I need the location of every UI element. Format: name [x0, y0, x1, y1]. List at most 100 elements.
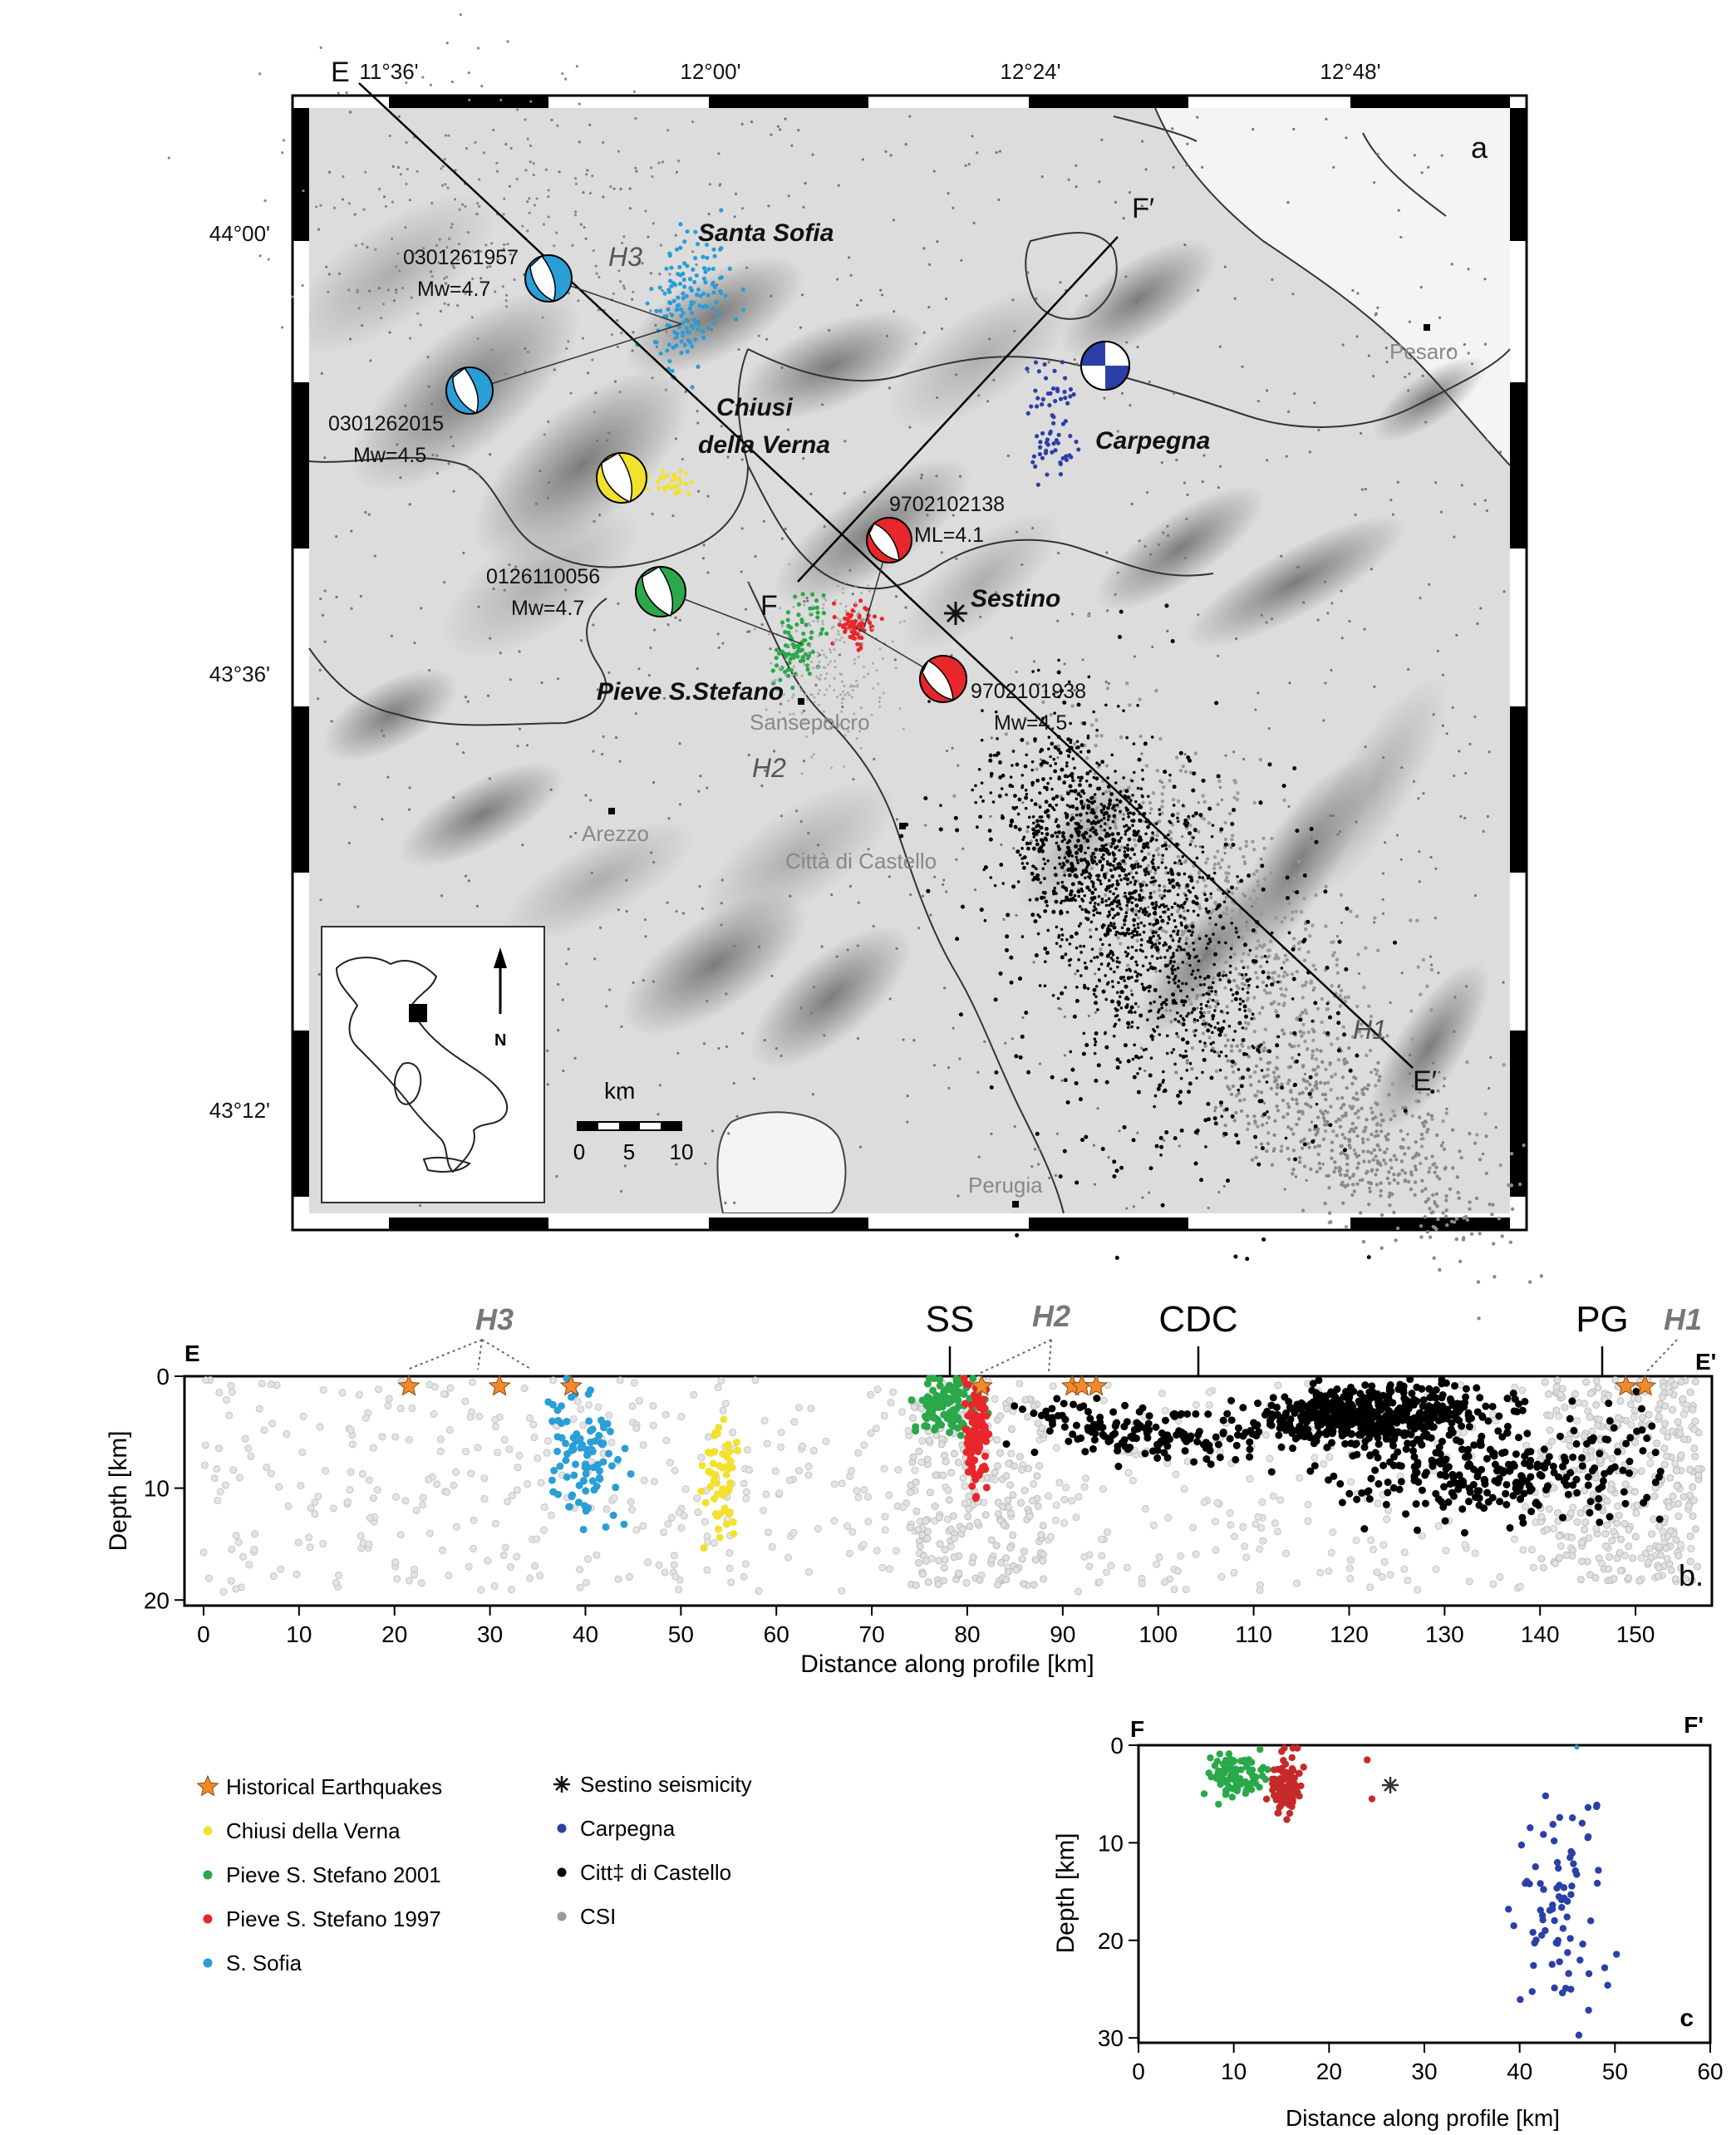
csi-event	[1196, 288, 1200, 292]
citta-di-castello-event	[1039, 845, 1044, 850]
citta-di-castello-event	[1101, 926, 1104, 929]
csi-event	[1196, 116, 1199, 119]
csi-event	[1120, 391, 1124, 395]
csi-event	[847, 730, 850, 733]
citta-di-castello-event	[1430, 1089, 1435, 1094]
csi-event	[1352, 1148, 1356, 1153]
citta-di-castello-event	[1092, 987, 1097, 992]
citta-di-castello-event	[1270, 931, 1274, 935]
csi-event	[1291, 877, 1296, 881]
csi-event	[316, 697, 320, 701]
citta-di-castello-event	[1153, 942, 1158, 946]
csi-event	[1339, 988, 1344, 993]
csi-event	[957, 764, 960, 767]
csi-event	[1419, 596, 1422, 600]
citta-di-castello-event	[1086, 736, 1090, 740]
csi-event	[872, 924, 875, 928]
chiusi-event	[662, 485, 668, 490]
chiusi-event	[671, 472, 676, 477]
csi-event	[1301, 1109, 1305, 1114]
citta-di-castello-event	[1164, 1002, 1168, 1006]
csi-event	[564, 77, 568, 81]
csi-event	[1311, 1049, 1315, 1053]
csi-event	[1030, 1164, 1034, 1168]
b-csi-event	[911, 1466, 919, 1474]
csi-event	[1403, 1171, 1408, 1175]
csi-event	[1316, 1006, 1320, 1011]
citta-di-castello-event	[1094, 888, 1097, 892]
b-csi-event	[480, 1495, 489, 1503]
citta-di-castello-event	[1244, 972, 1248, 976]
csi-event	[821, 619, 824, 622]
citta-di-castello-event	[1241, 1075, 1246, 1080]
csi-event	[842, 765, 845, 768]
citta-di-castello-event	[1158, 915, 1163, 919]
citta-di-castello-event	[1018, 853, 1022, 857]
citta-di-castello-event	[1152, 1027, 1155, 1031]
csi-event	[1295, 1122, 1299, 1127]
csi-event	[348, 111, 352, 114]
citta-di-castello-event	[1148, 939, 1153, 944]
csi-event	[1458, 750, 1461, 753]
csi-event	[1389, 1158, 1393, 1163]
citta-di-castello-event	[1115, 991, 1119, 995]
csi-event	[1384, 1138, 1389, 1142]
csi-event	[1359, 1211, 1363, 1215]
citta-di-castello-event	[1161, 1080, 1165, 1085]
csi-event	[1311, 923, 1315, 927]
csi-event	[862, 665, 865, 668]
carpegna-event	[1030, 460, 1035, 465]
citta-di-castello-event	[1073, 766, 1076, 770]
pieve-1997-event	[856, 622, 861, 628]
citta-di-castello-event	[1135, 963, 1139, 967]
csi-event	[1349, 909, 1353, 914]
santa-sofia-event	[681, 321, 686, 326]
csi-event	[823, 710, 826, 713]
csi-event	[547, 215, 550, 219]
csi-event	[1475, 1133, 1479, 1137]
citta-di-castello-event	[1051, 909, 1056, 914]
citta-di-castello-event	[1143, 924, 1146, 927]
csi-event	[1327, 1211, 1332, 1215]
csi-event	[929, 913, 932, 917]
citta-di-castello-event	[1066, 845, 1070, 850]
citta-di-castello-event	[1186, 755, 1191, 760]
csi-event	[1144, 764, 1149, 768]
csi-event	[612, 187, 616, 190]
csi-event	[631, 349, 634, 352]
citta-di-castello-event	[1074, 931, 1079, 936]
csi-event	[1440, 154, 1443, 157]
santa-sofia-event	[654, 308, 659, 313]
citta-di-castello-event	[1046, 859, 1050, 863]
csi-event	[1267, 991, 1272, 996]
csi-event	[258, 72, 262, 76]
csi-event	[1292, 890, 1296, 893]
citta-di-castello-event	[1124, 833, 1128, 836]
pieve-1997-event	[858, 598, 863, 603]
csi-event	[267, 258, 270, 261]
citta-di-castello-event	[1018, 1055, 1023, 1060]
citta-di-castello-event	[1260, 1069, 1264, 1072]
citta-di-castello-event	[1172, 804, 1176, 807]
csi-event	[1330, 940, 1334, 945]
csi-event	[1300, 1146, 1305, 1150]
csi-event	[677, 160, 681, 163]
csi-event	[1484, 1171, 1488, 1176]
csi-event	[843, 581, 847, 584]
csi-event	[1454, 1237, 1458, 1242]
csi-event	[1479, 607, 1483, 610]
csi-event	[353, 213, 357, 216]
csi-event	[1231, 1084, 1236, 1089]
csi-event	[1354, 1097, 1359, 1102]
csi-event	[1276, 1083, 1280, 1087]
pieve-2001-event	[815, 610, 820, 615]
citta-di-castello-event	[1090, 890, 1095, 895]
csi-event	[1484, 1134, 1488, 1139]
citta-di-castello-event	[1192, 836, 1195, 839]
citta-di-castello-event	[1130, 993, 1134, 996]
csi-event	[503, 588, 506, 592]
cluster-santa-sofia: Santa Sofia	[698, 219, 834, 247]
csi-event	[1056, 744, 1061, 748]
csi-event	[1324, 884, 1328, 888]
csi-event	[691, 120, 695, 124]
